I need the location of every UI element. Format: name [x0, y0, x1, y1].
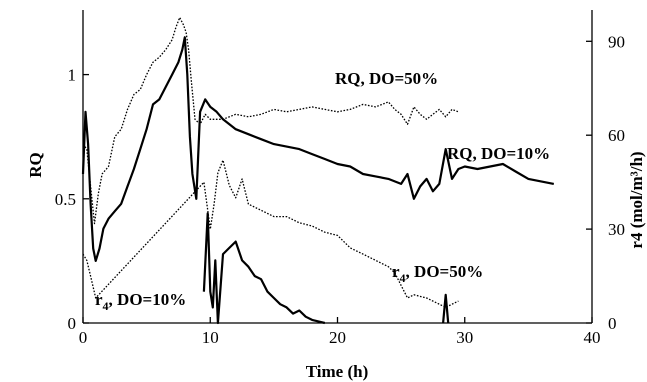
series-line-rq-dotted-0	[82, 16, 459, 225]
series-layer	[81, 16, 555, 325]
left-y-tick-label: 0.5	[55, 190, 76, 209]
right-y-tick-label: 30	[608, 220, 625, 239]
left-y-tick-label: 0	[68, 314, 77, 333]
right-y-tick-label: 60	[608, 126, 625, 145]
series-line-r4-dotted-2	[82, 159, 459, 309]
right-y-tick-label: 0	[608, 314, 617, 333]
x-axis-title: Time (h)	[306, 362, 369, 381]
right-y-axis-title: r4 (mol/m³/h)	[627, 151, 646, 248]
x-tick-label: 30	[456, 328, 473, 347]
series-line-r4-solid-4	[442, 293, 450, 324]
x-tick-label: 40	[584, 328, 601, 347]
x-tick-label: 0	[79, 328, 88, 347]
annotation-r4-do10: r4, DO=10%	[95, 290, 186, 313]
series-line-rq-solid-1	[81, 36, 555, 262]
left-y-tick-label: 1	[68, 66, 77, 85]
annotation-rq-do50: RQ, DO=50%	[335, 69, 438, 88]
x-tick-label: 10	[202, 328, 219, 347]
annotation-rq-do10: RQ, DO=10%	[447, 144, 550, 163]
x-tick-label: 20	[329, 328, 346, 347]
annotation-r4-do50: r4, DO=50%	[392, 262, 483, 285]
series-line-r4-solid-3	[202, 212, 326, 325]
plot-frame	[82, 10, 593, 324]
left-y-axis-title: RQ	[26, 152, 45, 178]
right-y-tick-label: 90	[608, 32, 625, 51]
